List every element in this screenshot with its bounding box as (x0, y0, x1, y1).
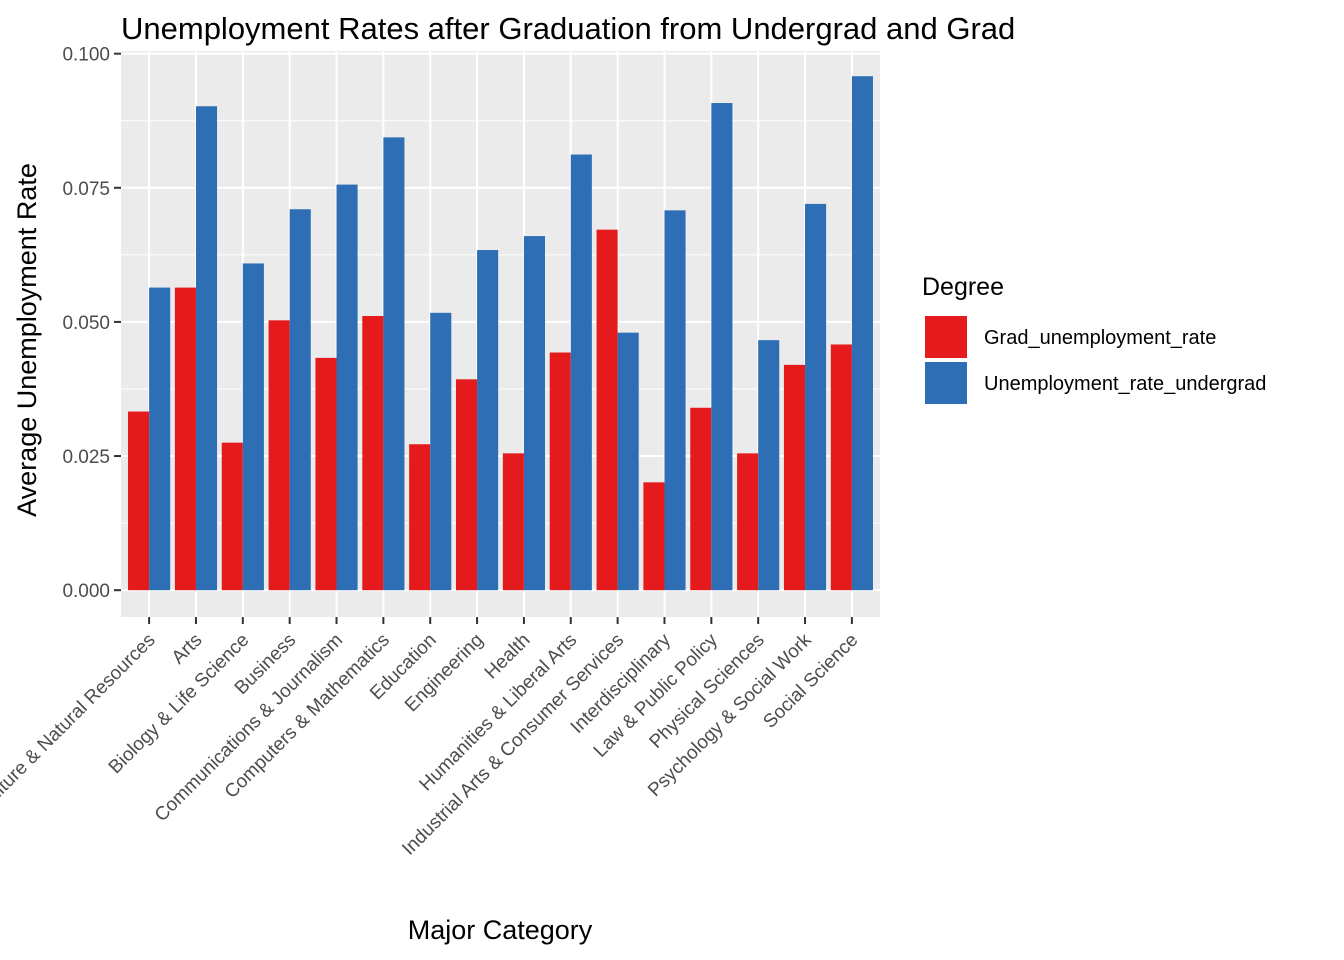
bar-undergrad (383, 137, 405, 591)
bar-grad (643, 482, 665, 591)
legend-key-grad (925, 316, 967, 358)
bar-grad (737, 453, 759, 591)
legend-label: Grad_unemployment_rate (984, 327, 1216, 349)
bar-grad (690, 407, 712, 591)
bar-undergrad (430, 312, 452, 591)
bar-grad (783, 364, 806, 591)
y-tick-label: 0.100 (62, 45, 110, 66)
legend: Degree Grad_unemployment_rate Unemploymen… (922, 273, 1266, 404)
bar-grad (315, 357, 337, 591)
bar-undergrad (664, 210, 686, 591)
legend-key-undergrad (925, 362, 967, 404)
bar-grad (596, 229, 618, 591)
bar-grad (221, 442, 243, 591)
bar-grad (830, 344, 852, 591)
bar-undergrad (570, 154, 592, 591)
bar-grad (455, 379, 478, 591)
y-tick-label: 0.000 (62, 581, 110, 602)
bar-undergrad (851, 76, 873, 591)
chart-title: Unemployment Rates after Graduation from… (121, 11, 1015, 46)
y-axis-title: Average Unemployment Rate (12, 163, 42, 517)
bar-grad (362, 316, 384, 591)
bar-grad (409, 444, 431, 591)
bars (128, 76, 873, 591)
bar-undergrad (242, 263, 264, 591)
x-axis: Agriculture & Natural Resources ArtsBiolo… (0, 617, 862, 860)
x-tick-label: Arts (168, 630, 207, 669)
y-tick-label: 0.025 (62, 447, 110, 468)
bar-grad (502, 453, 524, 591)
x-axis-title: Major Category (408, 915, 593, 945)
y-tick-label: 0.050 (62, 313, 110, 334)
y-tick-label: 0.075 (62, 179, 110, 200)
bar-undergrad (711, 103, 733, 591)
bar-undergrad (523, 236, 546, 591)
bar-undergrad (617, 332, 639, 591)
bar-grad (128, 411, 150, 591)
y-axis: 0.000 0.025 0.050 0.075 0.100 (62, 45, 121, 602)
bar-undergrad (758, 340, 780, 591)
bar-undergrad (289, 209, 311, 591)
bar-grad (268, 320, 290, 591)
legend-title: Degree (922, 273, 1004, 301)
bar-grad (174, 287, 196, 591)
bar-undergrad (805, 203, 827, 591)
bar-grad (549, 352, 571, 591)
legend-label: Unemployment_rate_undergrad (984, 373, 1266, 395)
bar-undergrad (149, 287, 171, 591)
bar-undergrad (195, 106, 218, 591)
bar-undergrad (477, 250, 499, 591)
bar-undergrad (336, 184, 358, 591)
